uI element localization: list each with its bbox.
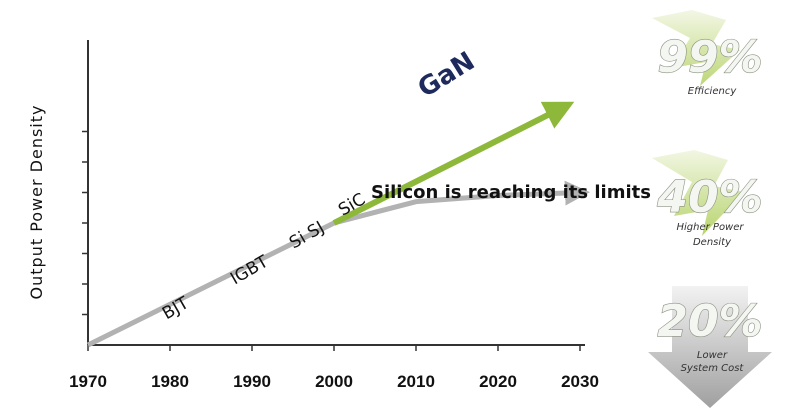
- y-axis-ticks: [82, 130, 88, 316]
- x-axis-ticks: 1970 1980 1990 2000 2010 2020 2030: [69, 345, 599, 391]
- badge-system-cost-caption-1: Lower: [697, 350, 728, 361]
- badge-power-density-caption-1: Higher Power: [676, 222, 744, 233]
- badge-system-cost: 20% Lower System Cost: [648, 286, 772, 408]
- series-layer: [86, 101, 590, 348]
- badge-efficiency-value: 99%: [657, 32, 762, 83]
- lightning-bolt-icon: [652, 10, 740, 86]
- x-tick-label: 1980: [151, 372, 189, 391]
- x-tick-label: 1990: [233, 372, 271, 391]
- badge-system-cost-value: 20%: [657, 296, 762, 347]
- gan-series-line: [332, 101, 575, 226]
- y-axis-label: Output Power Density: [27, 105, 46, 300]
- x-tick-label: 2030: [561, 372, 599, 391]
- gan-label: GaN: [413, 46, 480, 104]
- down-arrow-icon: [648, 286, 772, 408]
- badge-power-density-caption-2: Density: [693, 237, 732, 248]
- x-tick-label: 2010: [397, 372, 435, 391]
- badge-power-density-value: 40%: [656, 172, 762, 223]
- x-tick-label: 2020: [479, 372, 517, 391]
- lightning-bolt-icon: [652, 150, 744, 236]
- badge-power-density: 40% Higher Power Density: [652, 150, 763, 248]
- badge-system-cost-caption-2: System Cost: [681, 363, 745, 374]
- axes: 1970 1980 1990 2000 2010 2020 2030: [69, 40, 599, 391]
- technology-label: Si SJ: [286, 218, 328, 254]
- silicon-limit-annotation: Silicon is reaching its limits: [371, 182, 651, 203]
- badge-efficiency: 99% Efficiency: [652, 10, 763, 97]
- x-tick-label: 1970: [69, 372, 107, 391]
- silicon-series-line: [86, 180, 590, 348]
- x-tick-label: 2000: [315, 372, 353, 391]
- badge-efficiency-caption: Efficiency: [688, 86, 738, 97]
